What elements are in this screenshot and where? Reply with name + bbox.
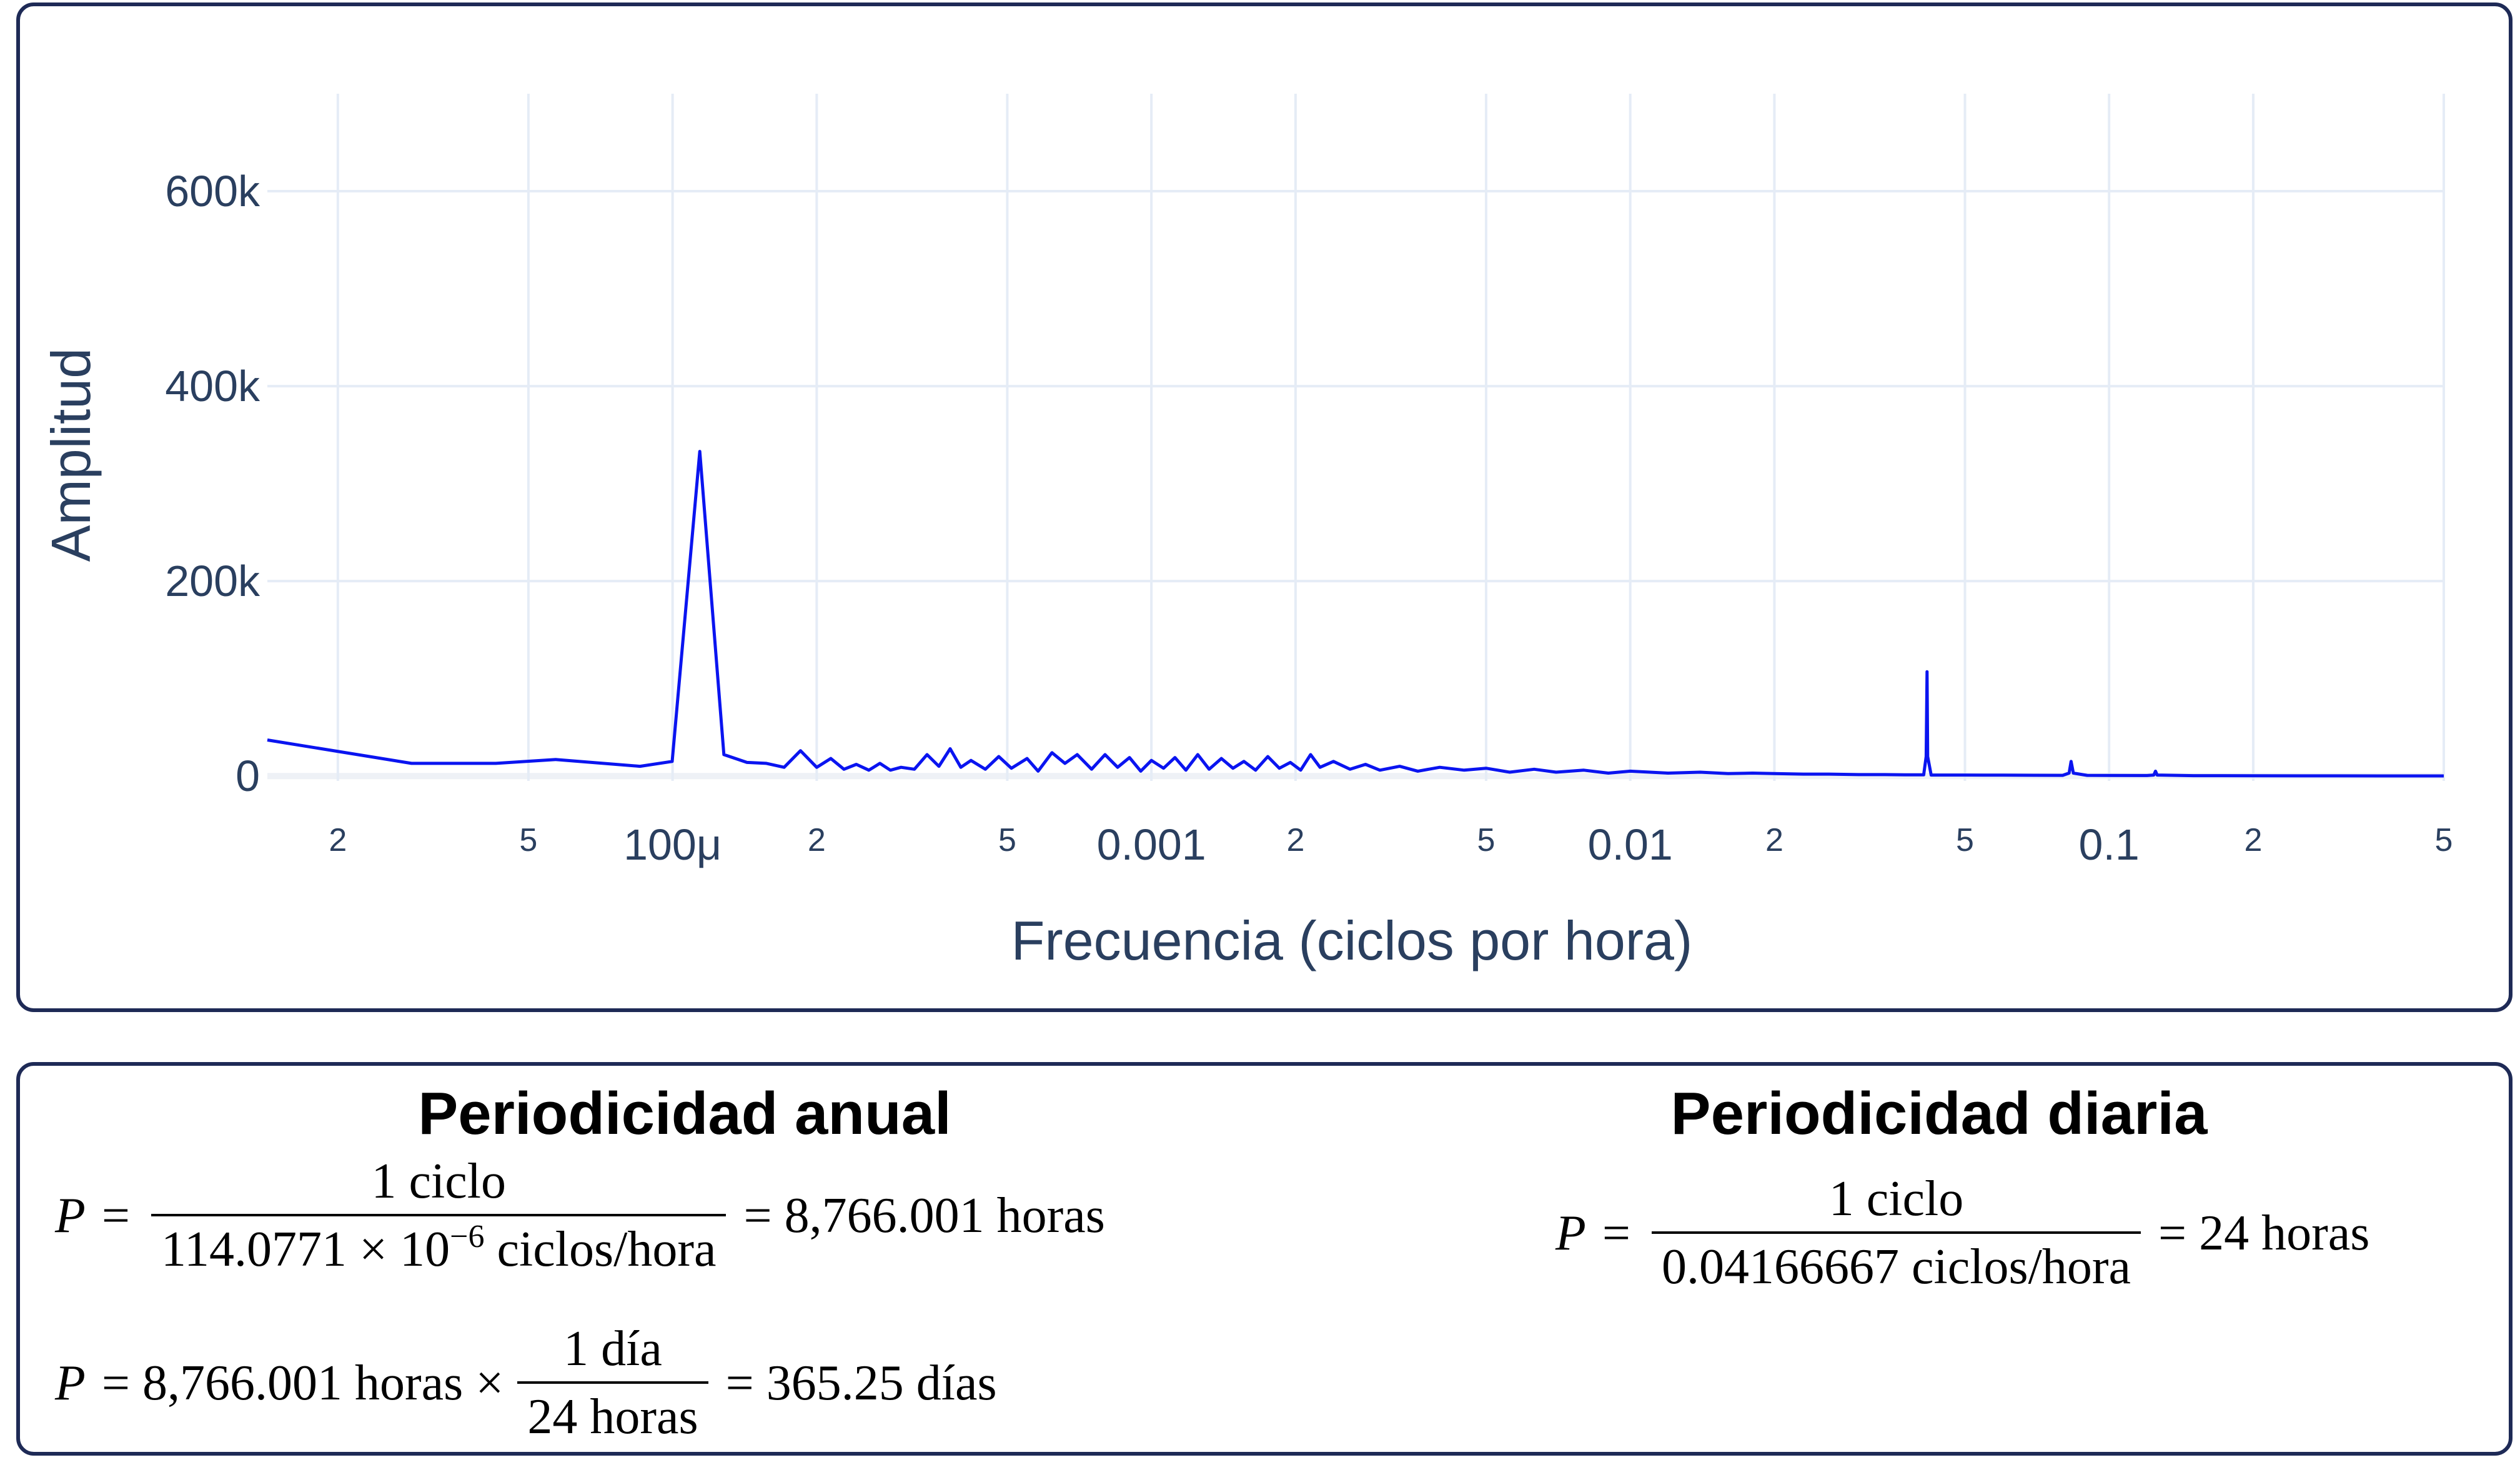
chart-panel: 0 200k 400k 600k 100μ 0.001 0.01 0.1 2 5 2 5 2 5 2 5 2 5 …	[16, 2, 2513, 1012]
frequency-unit: ciclos/hora	[497, 1222, 717, 1277]
fraction-numerator: 1 día	[563, 1321, 662, 1376]
y-tick-label: 0	[236, 752, 260, 800]
x-tick-label-minor: 2	[808, 822, 826, 858]
annual-days-equation: P = 8,766.001 horas × 1 día 24 horas = 3…	[55, 1321, 997, 1446]
period-symbol: P	[1555, 1205, 1586, 1261]
x-tick-label-major: 0.1	[2079, 820, 2140, 869]
x-tick-label-minor: 5	[1956, 822, 1974, 858]
x-tick-label-minor: 5	[998, 822, 1016, 858]
fraction-denominator: 24 horas	[517, 1381, 708, 1446]
period-result-hours: = 8,766.001 horas	[743, 1188, 1105, 1243]
annual-title: Periodicidad anual	[418, 1080, 951, 1147]
x-tick-label-major: 0.001	[1097, 820, 1206, 869]
fraction-numerator: 1 ciclo	[371, 1154, 506, 1209]
period-symbol: P	[55, 1188, 86, 1243]
fraction: 1 ciclo 114.0771 × 10−6 ciclos/hora	[151, 1153, 727, 1278]
x-tick-label-minor: 2	[2245, 822, 2263, 858]
series-layer	[267, 450, 2444, 778]
exponent: −6	[450, 1219, 485, 1254]
period-symbol: P	[55, 1355, 86, 1411]
fraction-denominator: 114.0771 × 10−6 ciclos/hora	[151, 1214, 727, 1278]
y-tick-label: 400k	[165, 362, 260, 410]
x-tick-label-major: 0.01	[1588, 820, 1673, 869]
fraction: 1 ciclo 0.04166667 ciclos/hora	[1652, 1171, 2141, 1296]
y-axis-title: Amplitud	[40, 348, 102, 562]
equals-sign: =	[1602, 1205, 1630, 1261]
x-tick-label-minor: 2	[1765, 822, 1783, 858]
x-tick-label-major: 100μ	[623, 820, 722, 869]
period-result-hours: = 24 horas	[2158, 1205, 2370, 1261]
series-line	[267, 450, 2444, 778]
hours-times: = 8,766.001 horas ×	[101, 1355, 504, 1411]
annual-period-equation: P = 1 ciclo 114.0771 × 10−6 ciclos/hora …	[55, 1153, 1105, 1278]
power-of-ten: × 10	[359, 1222, 450, 1277]
y-tick-label: 200k	[165, 557, 260, 605]
period-result-days: = 365.25 días	[725, 1355, 997, 1411]
equals-sign: =	[101, 1188, 130, 1243]
daily-period-equation: P = 1 ciclo 0.04166667 ciclos/hora = 24 …	[1555, 1171, 2369, 1296]
formula-panel: Periodicidad anual Periodicidad diaria P…	[16, 1062, 2513, 1456]
fraction-numerator: 1 ciclo	[1828, 1171, 1964, 1226]
x-tick-label-minor: 2	[1286, 822, 1304, 858]
fraction-denominator: 0.04166667 ciclos/hora	[1652, 1231, 2141, 1296]
frequency-value: 114.0771	[161, 1222, 347, 1277]
x-tick-label-minor: 5	[519, 822, 537, 858]
daily-title: Periodicidad diaria	[1670, 1080, 2208, 1147]
x-axis-title: Frecuencia (ciclos por hora)	[1011, 910, 1693, 971]
x-tick-label-minor: 2	[329, 822, 347, 858]
y-tick-label: 600k	[165, 167, 260, 216]
grid-lines	[267, 94, 2445, 781]
x-tick-label-minor: 5	[1477, 822, 1495, 858]
tick-labels: 0 200k 400k 600k 100μ 0.001 0.01 0.1 2 5 2 5 2 5 2 5 2 5	[165, 167, 2453, 869]
fraction: 1 día 24 horas	[517, 1321, 708, 1446]
x-tick-label-minor: 5	[2435, 822, 2453, 858]
